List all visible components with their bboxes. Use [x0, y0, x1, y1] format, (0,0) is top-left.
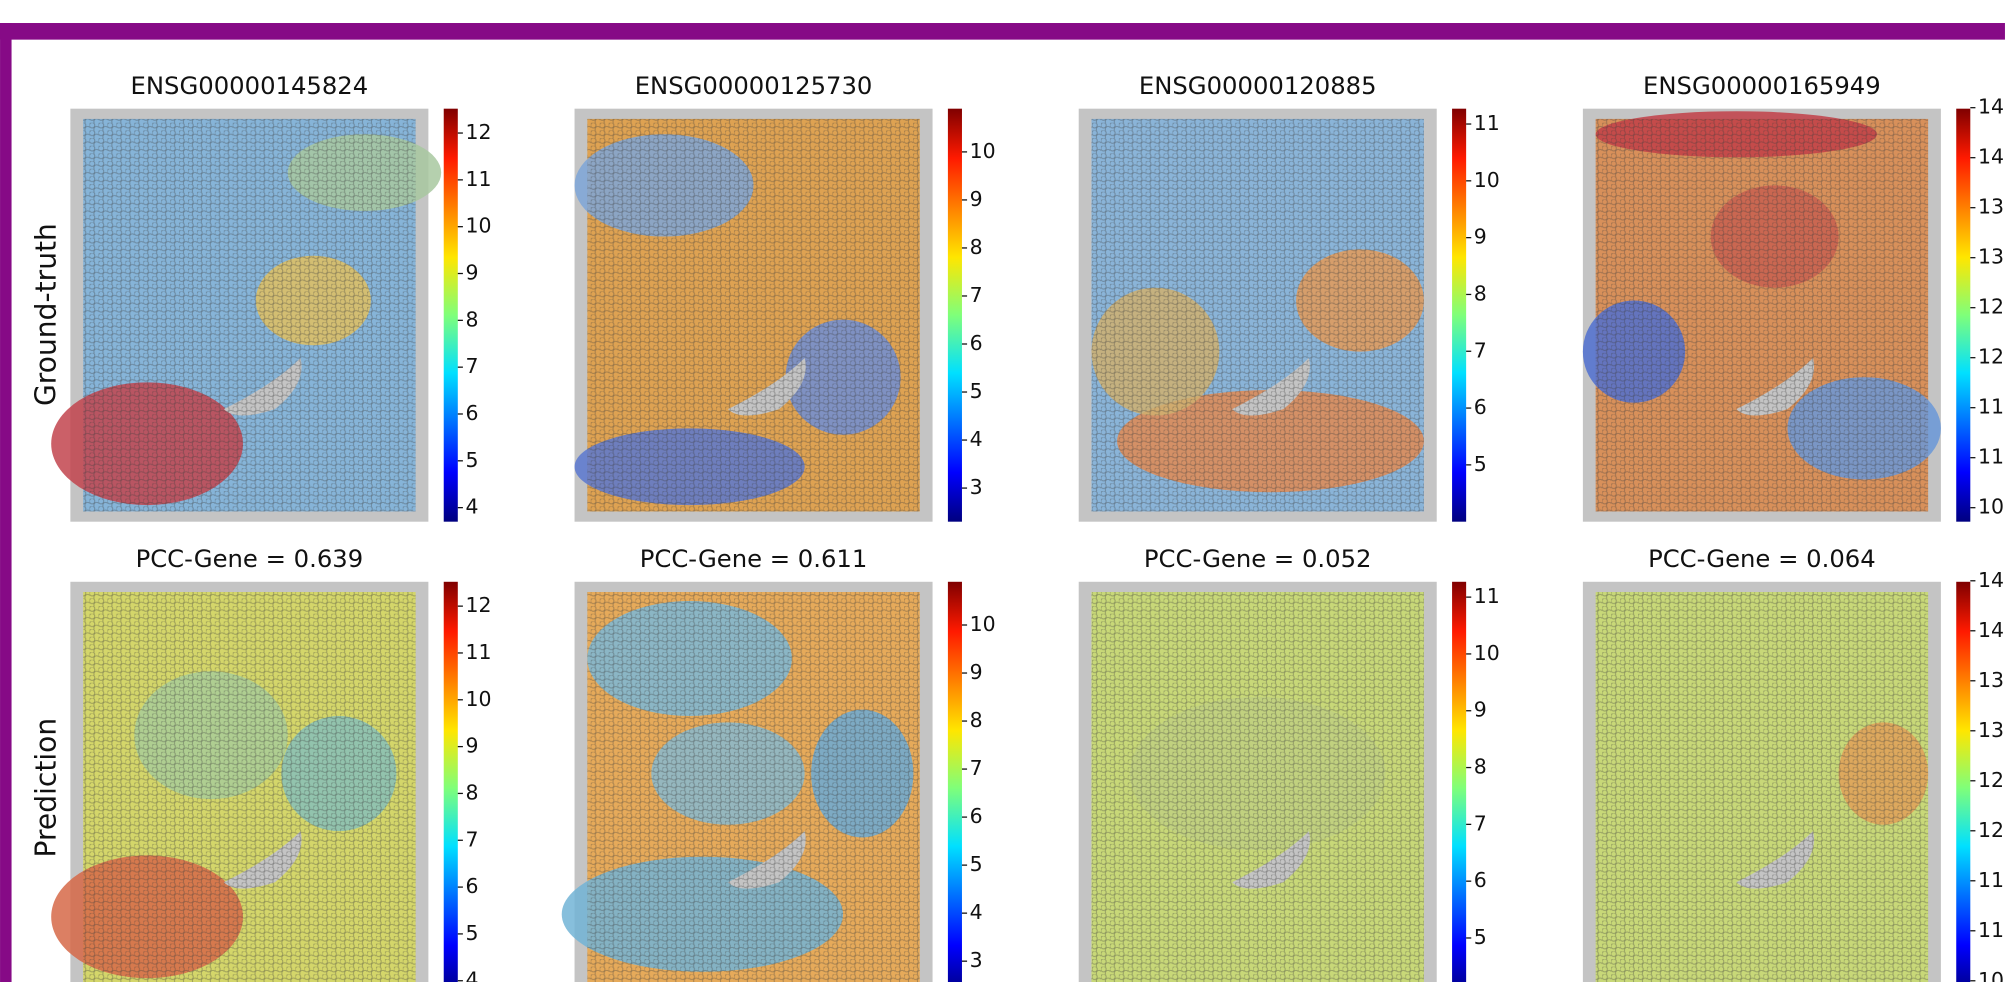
colorbar [948, 109, 962, 522]
colorbar-tick-label: 4 [970, 900, 983, 924]
colorbar-tick-label: 5 [970, 379, 983, 403]
colorbar-tick-label: 10 [465, 687, 491, 711]
colorbar-tick-label: 3 [970, 948, 983, 972]
colorbar-tick-label: 11.5 [1978, 395, 2005, 419]
frame-top [0, 23, 2005, 40]
colorbar-tick-label: 9 [970, 187, 983, 211]
figure: Ground-truth Prediction ENSG00000145824 4… [0, 0, 2005, 982]
colorbar-tick-label: 11 [465, 640, 491, 664]
colorbar-tick-label: 6 [1474, 395, 1487, 419]
spot-grid [1596, 119, 1928, 512]
colorbar-tick-label: 12 [465, 593, 491, 617]
frame-left [0, 23, 12, 982]
colorbar [1452, 582, 1466, 982]
colorbar-tick-label: 6 [970, 331, 983, 355]
panel-title: PCC-Gene = 0.052 [1144, 544, 1372, 573]
colorbar-tick-label: 14 [1978, 145, 2004, 169]
colorbar-tick-label: 10 [970, 612, 996, 636]
colorbar-tick-label: 9 [970, 660, 983, 684]
spot-grid [587, 119, 919, 512]
colorbar-tick-label: 14.5 [1978, 568, 2005, 592]
colorbar-tick-label: 9 [1474, 698, 1487, 722]
colorbar-tick-label: 6 [1474, 868, 1487, 892]
panel-title: ENSG00000165949 [1643, 71, 1881, 100]
colorbar-tick-label: 8 [1474, 281, 1487, 305]
row-label: Ground-truth [29, 223, 62, 406]
colorbar-tick-label: 9 [465, 734, 478, 758]
colorbar-tick-label: 10 [1474, 168, 1500, 192]
colorbar-tick-label: 9 [1474, 225, 1487, 249]
colorbar-tick-label: 11 [1978, 918, 2004, 942]
colorbar-tick-label: 8 [465, 307, 478, 331]
colorbar-tick-label: 10.5 [1978, 968, 2005, 982]
colorbar [1956, 109, 1970, 522]
colorbar-tick-label: 12.5 [1978, 295, 2005, 319]
colorbar [444, 582, 458, 982]
colorbar-tick-label: 13 [1978, 245, 2004, 269]
colorbar-tick-label: 4 [970, 427, 983, 451]
spot-grid [1091, 592, 1423, 982]
colorbar-tick-label: 12 [465, 120, 491, 144]
colorbar-tick-label: 5 [1474, 452, 1487, 476]
colorbar-tick-label: 10.5 [1978, 495, 2005, 519]
colorbar-tick-label: 14.5 [1978, 95, 2005, 119]
colorbar-tick-label: 5 [465, 448, 478, 472]
colorbar-tick-label: 7 [465, 354, 478, 378]
colorbar-tick-label: 8 [970, 708, 983, 732]
page: Ground-truth Prediction ENSG00000145824 4… [0, 0, 2005, 982]
colorbar-tick-label: 13.5 [1978, 195, 2005, 219]
panel-title: ENSG00000125730 [635, 71, 873, 100]
colorbar-tick-label: 6 [465, 401, 478, 425]
colorbar-tick-label: 10 [465, 214, 491, 238]
colorbar-tick-label: 4 [465, 968, 478, 982]
colorbar-tick-label: 11 [1474, 111, 1500, 135]
colorbar-tick-label: 11 [465, 167, 491, 191]
colorbar-tick-label: 11 [1978, 445, 2004, 469]
colorbar-tick-label: 11.5 [1978, 868, 2005, 892]
colorbar-tick-label: 10 [970, 139, 996, 163]
colorbar [444, 109, 458, 522]
spot-grid [587, 592, 919, 982]
panel-title: PCC-Gene = 0.611 [640, 544, 868, 573]
colorbar-tick-label: 13.5 [1978, 668, 2005, 692]
row-label: Prediction [29, 718, 62, 858]
colorbar-tick-label: 5 [970, 852, 983, 876]
colorbar-tick-label: 8 [1474, 755, 1487, 779]
colorbar-tick-label: 4 [465, 495, 478, 519]
colorbar-tick-label: 7 [465, 827, 478, 851]
colorbar-tick-label: 7 [970, 756, 983, 780]
spot-grid [83, 119, 415, 512]
colorbar-tick-label: 12.5 [1978, 768, 2005, 792]
colorbar-tick-label: 6 [465, 874, 478, 898]
colorbar-tick-label: 6 [970, 804, 983, 828]
colorbar-tick-label: 7 [970, 283, 983, 307]
colorbar-tick-label: 14 [1978, 618, 2004, 642]
colorbar-tick-label: 8 [970, 235, 983, 259]
colorbar [1452, 109, 1466, 522]
panel-title: ENSG00000145824 [131, 71, 369, 100]
colorbar-tick-label: 11 [1474, 584, 1500, 608]
colorbar-tick-label: 12 [1978, 818, 2004, 842]
colorbar-tick-label: 8 [465, 780, 478, 804]
panel-title: PCC-Gene = 0.639 [136, 544, 364, 573]
colorbar-tick-label: 12 [1978, 345, 2004, 369]
panel-title: PCC-Gene = 0.064 [1648, 544, 1876, 573]
colorbar-tick-label: 13 [1978, 718, 2004, 742]
spot-grid [1091, 119, 1423, 512]
spot-grid [83, 592, 415, 982]
colorbar-tick-label: 3 [970, 475, 983, 499]
colorbar [1956, 582, 1970, 982]
colorbar-tick-label: 5 [465, 921, 478, 945]
colorbar [948, 582, 962, 982]
spot-grid [1596, 592, 1928, 982]
colorbar-tick-label: 7 [1474, 338, 1487, 362]
colorbar-tick-label: 9 [465, 261, 478, 285]
panel-title: ENSG00000120885 [1139, 71, 1377, 100]
colorbar-tick-label: 10 [1474, 641, 1500, 665]
colorbar-tick-label: 7 [1474, 811, 1487, 835]
colorbar-tick-label: 5 [1474, 925, 1487, 949]
